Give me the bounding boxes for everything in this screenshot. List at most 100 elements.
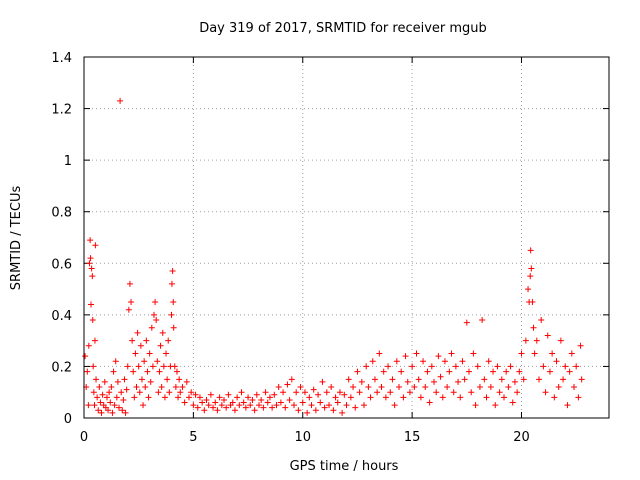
data-point [118,389,125,396]
data-point [275,384,282,391]
data-point [374,389,381,396]
data-point [404,378,411,385]
data-point [169,268,176,275]
data-point [411,384,418,391]
y-tick-label: 1 [64,154,72,169]
data-point [196,394,203,401]
data-point [96,384,103,391]
data-point [413,350,420,357]
data-point [354,368,361,375]
data-point [501,394,507,401]
data-point [293,389,300,396]
data-point [203,396,210,403]
data-point [538,317,545,324]
data-point [166,389,173,396]
data-point [218,402,225,409]
data-point [103,394,110,401]
data-point [133,384,140,391]
data-point [223,404,230,411]
data-point [142,384,149,391]
data-point [312,407,319,414]
data-point [439,394,446,401]
data-point [444,384,451,391]
data-point [361,402,367,409]
data-point [522,337,529,344]
data-point [367,394,374,401]
data-point [156,368,163,375]
data-point [229,399,236,406]
data-point [251,407,258,414]
data-point [146,350,153,357]
data-point [199,399,206,406]
data-point [391,402,398,409]
data-point [95,407,102,414]
y-tick-label: 1.4 [51,51,72,66]
data-point [205,402,212,409]
data-point [111,402,118,409]
data-point [154,358,161,365]
data-point [578,376,585,383]
data-point [575,394,582,401]
y-tick-label: 0.4 [51,309,72,324]
data-point [113,394,120,401]
data-point [157,342,164,349]
data-point [117,97,124,104]
data-point [422,384,429,391]
chart-title: Day 319 of 2017, SRMTID for receiver mgu… [199,21,487,36]
data-point [446,368,453,375]
data-point [356,389,363,396]
data-points [82,97,585,416]
data-point [509,399,516,406]
data-point [84,368,91,375]
data-point [89,273,96,280]
grid [84,57,609,418]
data-point [511,378,518,385]
data-point [173,368,180,375]
data-point [269,404,276,411]
data-point [568,350,575,357]
data-point [485,358,492,365]
data-point [88,265,95,272]
data-point [527,247,534,254]
data-point [566,368,573,375]
data-point [172,384,179,391]
data-point [112,358,119,365]
y-axis-label: SRMTID / TECUs [9,186,24,291]
data-point [474,363,481,370]
data-point [168,311,175,318]
data-point [470,350,477,357]
data-point [525,286,532,293]
data-point [507,363,514,370]
data-point [101,378,108,385]
data-point [455,378,462,385]
data-point [540,363,547,370]
data-point [149,363,156,370]
data-point [577,342,584,349]
data-point [304,409,311,416]
data-point [518,350,525,357]
data-point [326,402,332,409]
data-point [315,391,322,398]
data-point [148,324,155,331]
data-point [323,389,330,396]
data-point [273,402,280,409]
data-point [221,396,227,403]
data-point [110,368,117,375]
data-point [152,298,159,305]
data-point [164,376,171,383]
data-point [245,394,252,401]
data-point [387,389,394,396]
data-point [483,394,490,401]
data-point [163,350,170,357]
data-point [301,389,308,396]
data-point [256,402,262,409]
data-point [487,384,494,391]
data-point [158,384,165,391]
data-point [165,337,172,344]
data-point [476,384,483,391]
y-tick-label: 0 [64,412,72,427]
data-point [533,337,540,344]
data-point [87,255,94,262]
data-point [352,404,359,411]
data-point [452,363,459,370]
